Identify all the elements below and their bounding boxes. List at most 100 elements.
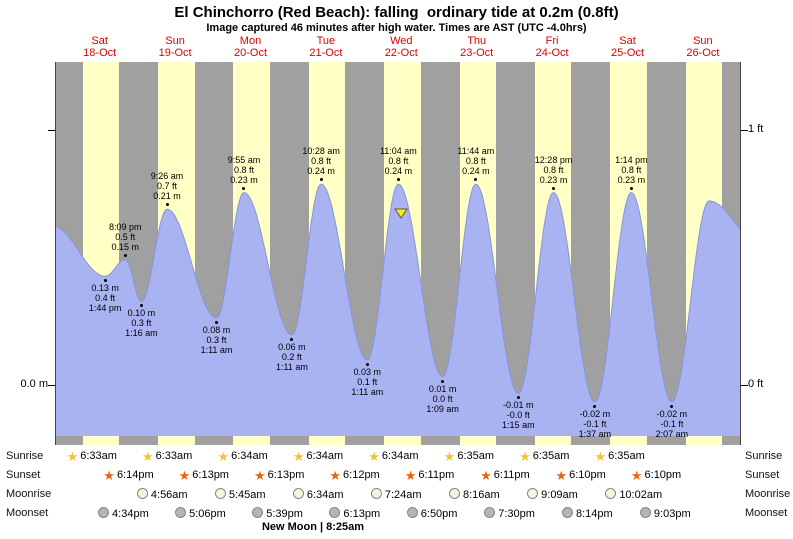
tide-annotation-line: 0.2 ft: [281, 351, 302, 362]
moonset-time: 8:14pm: [575, 508, 613, 520]
tide-annotation-line: 11:04 am: [379, 146, 417, 157]
tide-annotation-line: 9:26 am: [150, 171, 184, 182]
day-of-week: Sun: [165, 35, 185, 47]
moonset-time: 4:34pm: [112, 508, 149, 520]
sunrise-entry: ★ 6:33am: [142, 450, 192, 463]
day-label: Sun 19-Oct: [143, 35, 207, 59]
sunset-star-icon: ★: [103, 468, 115, 483]
moonrise-entry: 6:34am: [292, 488, 344, 501]
high-tide-annotation: 9:26 am 0.7 ft 0.21 m: [135, 171, 199, 201]
sunset-star-icon: ★: [404, 468, 417, 483]
moonset-row-label-right: Moonset: [745, 507, 788, 519]
moonrise-time: 10:02am: [619, 489, 663, 501]
moonset-entry: 7:30pm: [484, 507, 535, 520]
high-tide-dot: [123, 253, 127, 257]
sunset-star-icon: ★: [630, 468, 643, 483]
sunset-entry: ★ 6:12pm: [329, 469, 379, 482]
sunrise-star-icon: ★: [519, 449, 531, 464]
day-label: Sat 25-Oct: [596, 35, 660, 59]
sunrise-time: 6:35am: [457, 450, 495, 462]
moonrise-time: 5:45am: [228, 489, 266, 501]
high-tide-annotation: 9:55 am 0.8 ft 0.23 m: [212, 155, 276, 185]
low-tide-annotation: 0.08 m 0.3 ft 1:11 am: [185, 325, 249, 355]
moonrise-circle-icon: [448, 488, 460, 499]
moonrise-time: 9:09am: [541, 489, 578, 501]
sunset-row-label-left: Sunset: [6, 469, 41, 481]
low-tide-annotation: -0.02 m -0.1 ft 2:07 am: [640, 409, 704, 439]
sunset-time: 6:10pm: [569, 469, 606, 481]
sunset-entry: ★ 6:11pm: [480, 469, 530, 482]
moonset-entry: 6:50pm: [406, 507, 457, 520]
tide-annotation-line: 0.06 m: [278, 341, 306, 352]
day-date: 19-Oct: [158, 47, 192, 59]
sunset-row-label-right: Sunset: [745, 469, 780, 481]
axis-tick-left: [48, 130, 55, 131]
day-label: Fri 24-Oct: [520, 35, 584, 59]
day-date: 22-Oct: [384, 47, 418, 59]
moonset-circle-icon: [98, 507, 110, 518]
high-tide-dot: [474, 178, 478, 182]
tide-annotation-line: -0.1 ft: [583, 418, 607, 429]
sunrise-entry: ★ 6:33am: [66, 449, 117, 464]
day-of-week: Sat: [91, 35, 108, 47]
tide-annotation-line: 0.24 m: [307, 166, 335, 177]
sunset-entry: ★ 6:13pm: [254, 468, 304, 483]
tide-annotation-line: 0.8 ft: [233, 164, 254, 175]
day-date: 26-Oct: [686, 47, 720, 59]
high-tide-annotation: 11:44 am 0.8 ft 0.24 m: [444, 146, 508, 176]
tide-annotation-line: 0.08 m: [202, 325, 231, 336]
day-label: Sat 18-Oct: [68, 35, 132, 59]
sunrise-row-label-right: Sunrise: [745, 450, 783, 462]
low-tide-dot: [139, 304, 143, 308]
moonrise-entry: 10:02am: [605, 488, 662, 501]
moonrise-circle-icon: [292, 488, 304, 499]
sunset-entry: ★ 6:10pm: [630, 468, 682, 483]
tide-annotation-line: 0.8 ft: [311, 156, 332, 167]
y-axis-label-0ft: 0 ft: [748, 378, 764, 390]
low-tide-dot: [516, 396, 520, 400]
day-of-week: Wed: [390, 35, 413, 47]
day-of-week: Thu: [467, 35, 487, 47]
tide-annotation-line: 0.1 ft: [357, 376, 378, 387]
sunset-entry: ★ 6:11pm: [404, 468, 455, 483]
moonrise-circle-icon: [136, 488, 148, 499]
current-time-marker-icon: [393, 208, 408, 220]
moonrise-row-label-left: Moonrise: [6, 488, 52, 500]
sunrise-star-icon: ★: [443, 449, 456, 464]
tide-area-fill: [55, 184, 741, 436]
day-of-week: Fri: [545, 35, 559, 47]
sunset-time: 6:10pm: [644, 469, 682, 481]
low-tide-annotation: 0.03 m 0.1 ft 1:11 am: [335, 367, 399, 397]
tide-annotation-line: 0.23 m: [617, 174, 646, 185]
sunrise-entry: ★ 6:34am: [217, 450, 267, 463]
sunrise-star-icon: ★: [594, 449, 607, 464]
tide-annotation-line: 0.15 m: [111, 241, 140, 252]
chart-title: El Chinchorro (Red Beach): falling ordin…: [174, 4, 619, 21]
moonset-entry: 8:14pm: [561, 507, 613, 520]
tide-annotation-line: 10:28 am: [302, 146, 340, 157]
day-of-week: Tue: [316, 35, 336, 47]
moonset-row-label-left: Moonset: [6, 507, 49, 519]
moonset-circle-icon: [639, 507, 651, 518]
day-of-week: Mon: [239, 35, 262, 47]
moonset-entry: 5:06pm: [175, 507, 226, 520]
moonset-time: 7:30pm: [498, 508, 535, 520]
tide-annotation-line: 0.7 ft: [157, 181, 178, 192]
tide-annotation-line: 0.23 m: [539, 174, 568, 185]
sunrise-entry: ★ 6:34am: [293, 450, 343, 463]
sunrise-star-icon: ★: [66, 449, 79, 464]
tide-annotation-line: 1:16 am: [125, 328, 158, 339]
tide-annotation-line: 0.10 m: [127, 308, 156, 319]
tide-annotation-line: 0.4 ft: [95, 293, 116, 304]
low-tide-annotation: 0.13 m 0.4 ft 1:44 pm: [73, 283, 137, 313]
tide-annotation-line: -0.02 m: [656, 408, 688, 419]
tide-annotation-line: 0.8 ft: [388, 156, 409, 167]
tide-annotation-line: 0.5 ft: [115, 231, 136, 242]
low-tide-annotation: 0.01 m 0.0 ft 1:09 am: [411, 384, 475, 414]
sunset-star-icon: ★: [254, 468, 266, 483]
sunset-time: 6:11pm: [418, 469, 455, 481]
day-date: 24-Oct: [535, 47, 569, 59]
sunrise-time: 6:33am: [80, 450, 117, 462]
low-tide-dot: [103, 279, 107, 283]
